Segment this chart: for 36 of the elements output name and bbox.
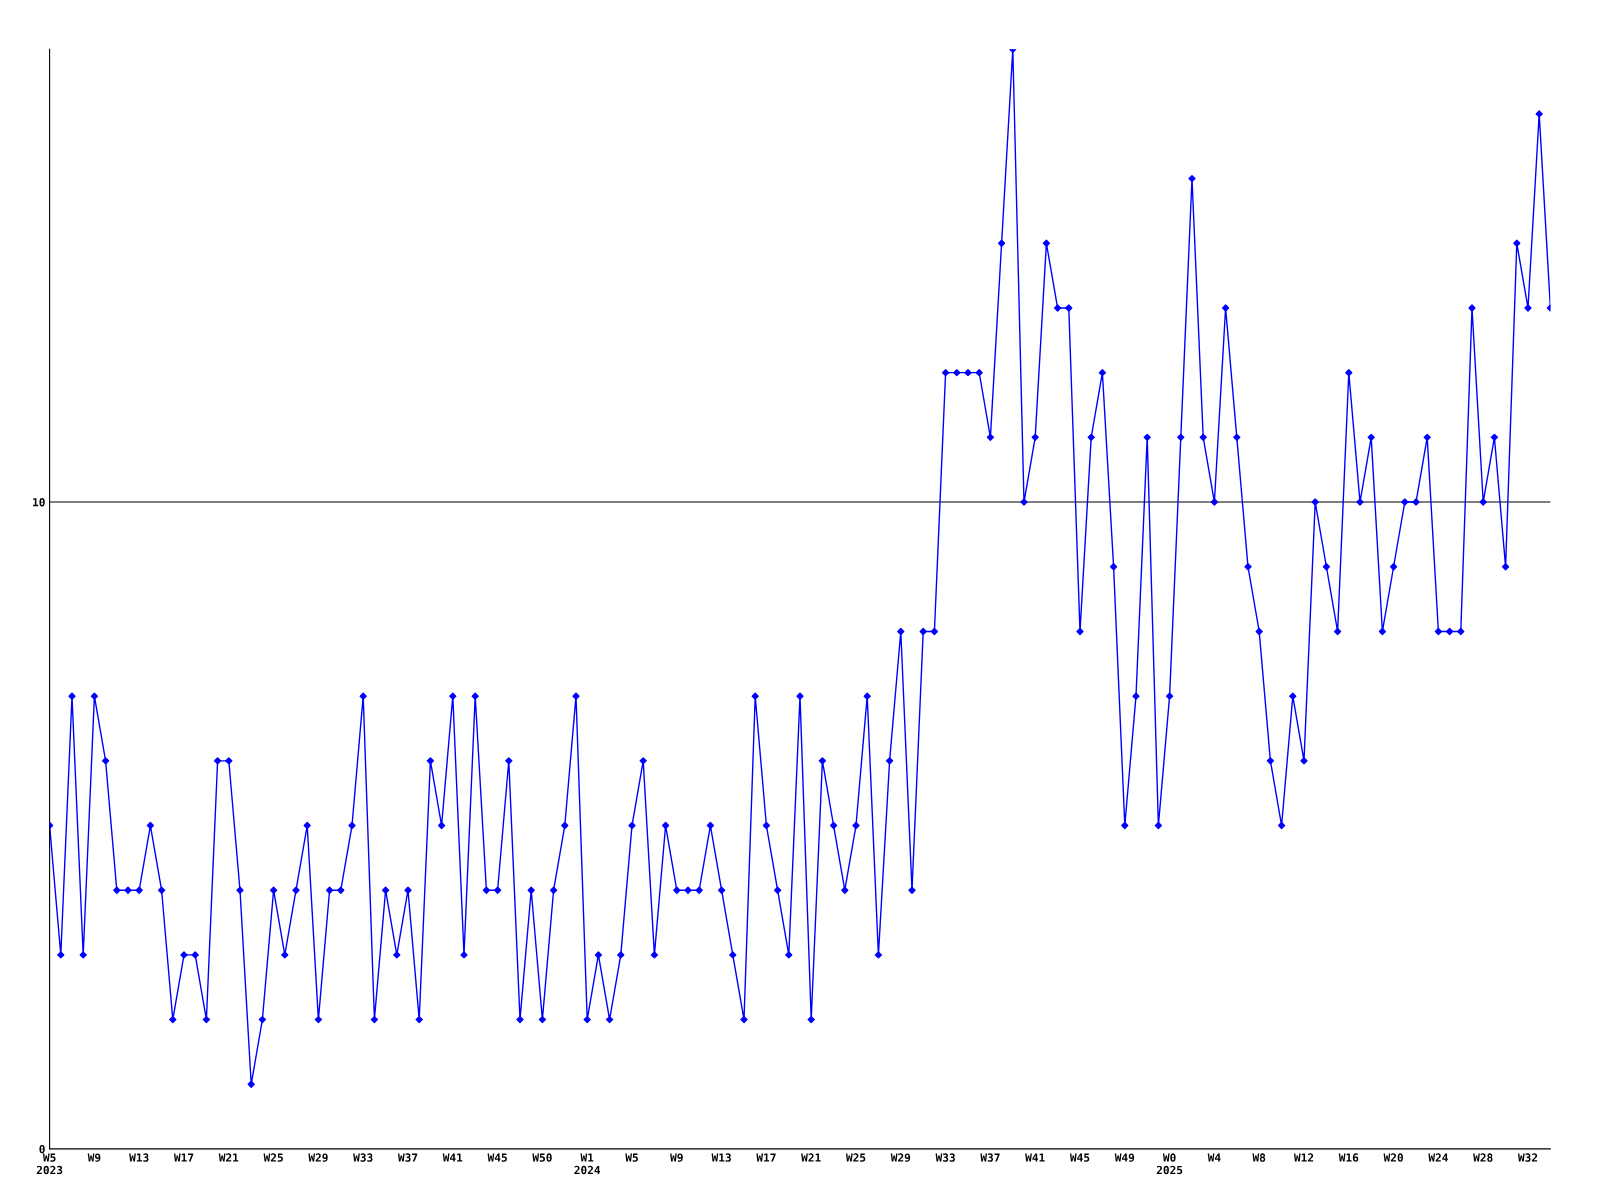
x-tick-label: W41 xyxy=(442,1153,463,1162)
x-tick-label: W50 xyxy=(532,1153,552,1162)
x-tick-label: W37 xyxy=(397,1153,418,1162)
x-tick-label: W8 xyxy=(1252,1153,1266,1162)
x-tick-label: W45 xyxy=(487,1153,507,1162)
x-tick-label: W24 xyxy=(1428,1153,1448,1162)
x-tick-label: W9 xyxy=(670,1153,683,1162)
x-tick-label: W20 xyxy=(1383,1153,1403,1162)
x-tick-label: W16 xyxy=(1338,1153,1359,1162)
x-tick-label: W17 xyxy=(756,1153,776,1162)
x-tick-label: W25 xyxy=(845,1153,866,1162)
x-tick-label: W45 xyxy=(1069,1153,1090,1162)
x-tick-label: W4 xyxy=(1207,1153,1221,1162)
x-tick-label: W21 xyxy=(218,1153,239,1162)
x-tick-label: W28 xyxy=(1473,1153,1493,1162)
x-tick-label: W17 xyxy=(173,1153,194,1162)
x-tick-label: W33 xyxy=(353,1153,373,1162)
x-tick-label: W41 xyxy=(1025,1153,1045,1162)
x-tick-label: W29 xyxy=(308,1153,328,1162)
x-tick-label: W13 xyxy=(711,1153,731,1162)
x-tick-label: W33 xyxy=(935,1153,955,1162)
x-tick-label: W32 xyxy=(1517,1153,1538,1162)
x-tick-label: W37 xyxy=(980,1153,1000,1162)
x-tick-label: W13 xyxy=(129,1153,149,1162)
x-tick-label: W25 xyxy=(263,1153,283,1162)
x-tick-label: W12 xyxy=(1293,1153,1314,1162)
x-tick-label: W9 xyxy=(87,1153,101,1162)
y-tick-label: 10 xyxy=(33,498,45,507)
x-tick-label: W0 2025 xyxy=(1156,1153,1183,1175)
x-tick-label: W5 xyxy=(625,1153,638,1162)
x-tick-label: W21 xyxy=(801,1153,821,1162)
y-tick-label: 0 xyxy=(39,1144,45,1154)
x-tick-label: W5 2023 xyxy=(36,1153,63,1175)
x-tick-label: W1 2024 xyxy=(574,1153,601,1175)
x-tick-label: W49 xyxy=(1114,1153,1135,1162)
x-tick-label: W29 xyxy=(890,1153,911,1162)
